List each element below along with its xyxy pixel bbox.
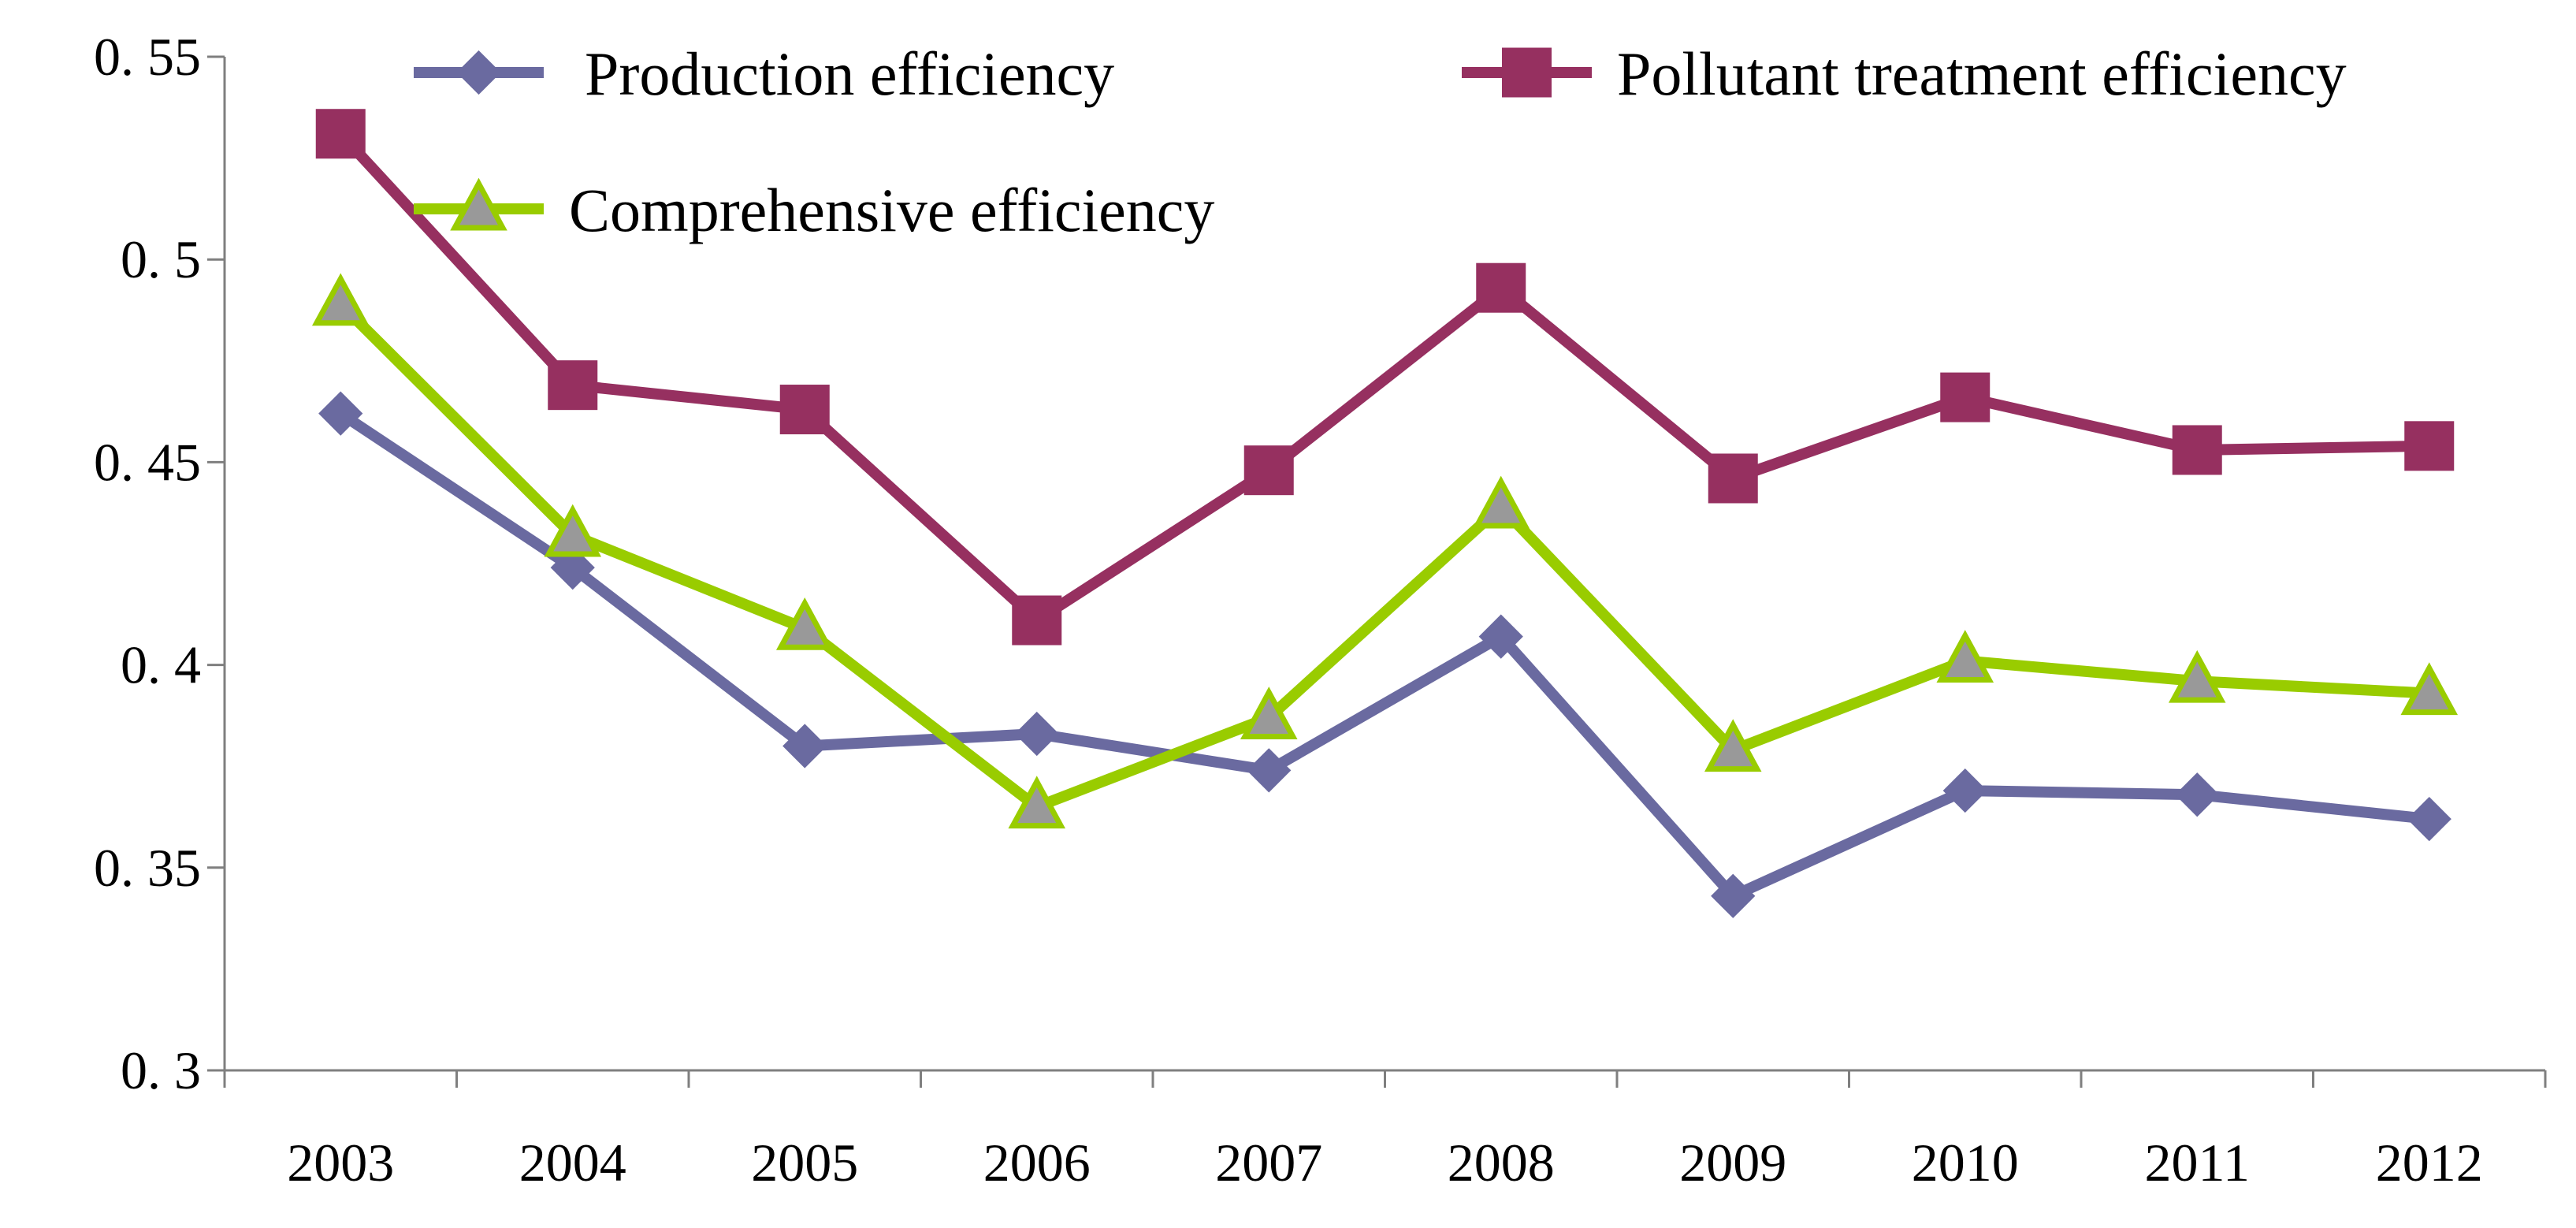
x-tick-label: 2004 bbox=[519, 1133, 626, 1193]
data-point-marker bbox=[1014, 711, 1059, 757]
series-0 bbox=[318, 391, 2451, 918]
x-tick-label: 2009 bbox=[1679, 1133, 1786, 1193]
data-point-marker bbox=[1704, 719, 1762, 772]
data-point-marker bbox=[2407, 796, 2451, 842]
y-tick-label: 0. 3 bbox=[121, 1040, 201, 1100]
data-point-marker bbox=[548, 360, 598, 411]
x-tick-label: 2010 bbox=[1912, 1133, 2019, 1193]
y-tick-label: 0. 4 bbox=[121, 635, 201, 695]
data-point-marker bbox=[1711, 873, 1756, 918]
y-tick-label: 0. 55 bbox=[94, 27, 201, 87]
data-point-marker bbox=[2400, 662, 2459, 716]
legend-marker bbox=[456, 50, 501, 95]
data-point-marker bbox=[1008, 776, 1066, 829]
series-group bbox=[311, 109, 2459, 918]
axes: 0. 3 0. 35 0. 4 0. 45 0. 5 0. 55 2003 2004 2005 2… bbox=[94, 27, 2547, 1193]
series-line bbox=[336, 129, 2429, 627]
data-point-marker bbox=[782, 724, 827, 768]
series-2 bbox=[311, 273, 2459, 829]
x-tick-label: 2003 bbox=[287, 1133, 394, 1193]
data-point-marker bbox=[2168, 649, 2226, 703]
legend-entry: Comprehensive efficiency bbox=[414, 176, 1214, 244]
data-point-marker bbox=[2172, 425, 2222, 475]
data-point-marker bbox=[318, 391, 363, 436]
series-line bbox=[336, 300, 2430, 813]
data-point-marker bbox=[1708, 453, 1758, 504]
legend-marker bbox=[1502, 47, 1552, 98]
data-point-marker bbox=[2175, 772, 2220, 817]
x-tick-label: 2012 bbox=[2376, 1133, 2483, 1193]
data-point-marker bbox=[1940, 372, 1991, 422]
data-point-marker bbox=[1476, 262, 1526, 313]
y-tick-label: 0. 45 bbox=[94, 432, 201, 492]
x-tick-label: 2008 bbox=[1448, 1133, 1555, 1193]
legend-marker bbox=[450, 177, 507, 231]
x-tick-label: 2006 bbox=[983, 1133, 1091, 1193]
data-point-marker bbox=[1240, 687, 1298, 739]
legend-entry: Production efficiency bbox=[414, 39, 1114, 108]
legend-label: Production efficiency bbox=[585, 39, 1114, 108]
data-point-marker bbox=[1472, 475, 1530, 529]
x-tick-label: 2005 bbox=[751, 1133, 858, 1193]
y-tick-label: 0. 35 bbox=[94, 838, 201, 898]
data-point-marker bbox=[311, 273, 370, 326]
data-point-marker bbox=[550, 545, 595, 590]
data-point-marker bbox=[1247, 748, 1292, 793]
data-point-marker bbox=[779, 385, 830, 435]
series-1 bbox=[315, 109, 2455, 646]
data-point-marker bbox=[544, 504, 602, 557]
data-point-marker bbox=[1936, 630, 1994, 683]
data-point-marker bbox=[1243, 445, 1294, 496]
legend-label: Pollutant treatment efficiency bbox=[1617, 39, 2347, 108]
legend-entry: Pollutant treatment efficiency bbox=[1462, 39, 2347, 108]
x-tick-label: 2011 bbox=[2145, 1133, 2250, 1193]
data-point-marker bbox=[1012, 595, 1062, 646]
x-tick-label: 2007 bbox=[1215, 1133, 1322, 1193]
data-point-marker bbox=[1942, 768, 1987, 813]
data-point-marker bbox=[1478, 614, 1523, 659]
data-point-marker bbox=[315, 109, 366, 159]
legend: Production efficiency Pollutant treatment… bbox=[414, 39, 2347, 244]
y-tick-label: 0. 5 bbox=[121, 229, 201, 289]
legend-label: Comprehensive efficiency bbox=[569, 176, 1214, 244]
data-point-marker bbox=[2404, 421, 2455, 471]
data-point-marker bbox=[775, 597, 834, 650]
series-line bbox=[337, 408, 2430, 902]
